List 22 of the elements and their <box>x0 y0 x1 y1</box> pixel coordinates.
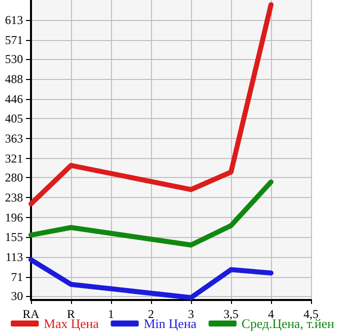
y-tick-label: 196 <box>5 210 23 225</box>
x-tick-label: R <box>66 307 76 321</box>
y-tick-label: 238 <box>5 190 23 205</box>
x-tick-label: 2 <box>148 307 154 321</box>
y-tick-label: 280 <box>5 170 23 185</box>
y-tick-label: 363 <box>5 131 23 146</box>
y-tick-label: 446 <box>5 92 23 106</box>
y-tick-label: 321 <box>5 151 23 166</box>
x-tick-label: 1 <box>108 307 114 321</box>
x-tick-label: 3,5 <box>224 307 238 321</box>
y-tick-label: 155 <box>5 230 23 244</box>
y-tick-label: 71 <box>11 270 23 284</box>
x-tick-label: 3 <box>188 307 194 321</box>
x-tick-label: 4 <box>268 307 274 321</box>
y-tick-label: 488 <box>5 72 23 86</box>
y-tick-label: 30 <box>11 289 23 304</box>
y-tick-label: 405 <box>5 111 23 126</box>
y-tick-label: 530 <box>5 52 23 66</box>
y-tick-label: 113 <box>5 250 23 264</box>
y-tick-label: 613 <box>5 12 23 27</box>
y-tick-label: 571 <box>5 32 23 47</box>
x-tick-label: RA <box>22 307 40 321</box>
